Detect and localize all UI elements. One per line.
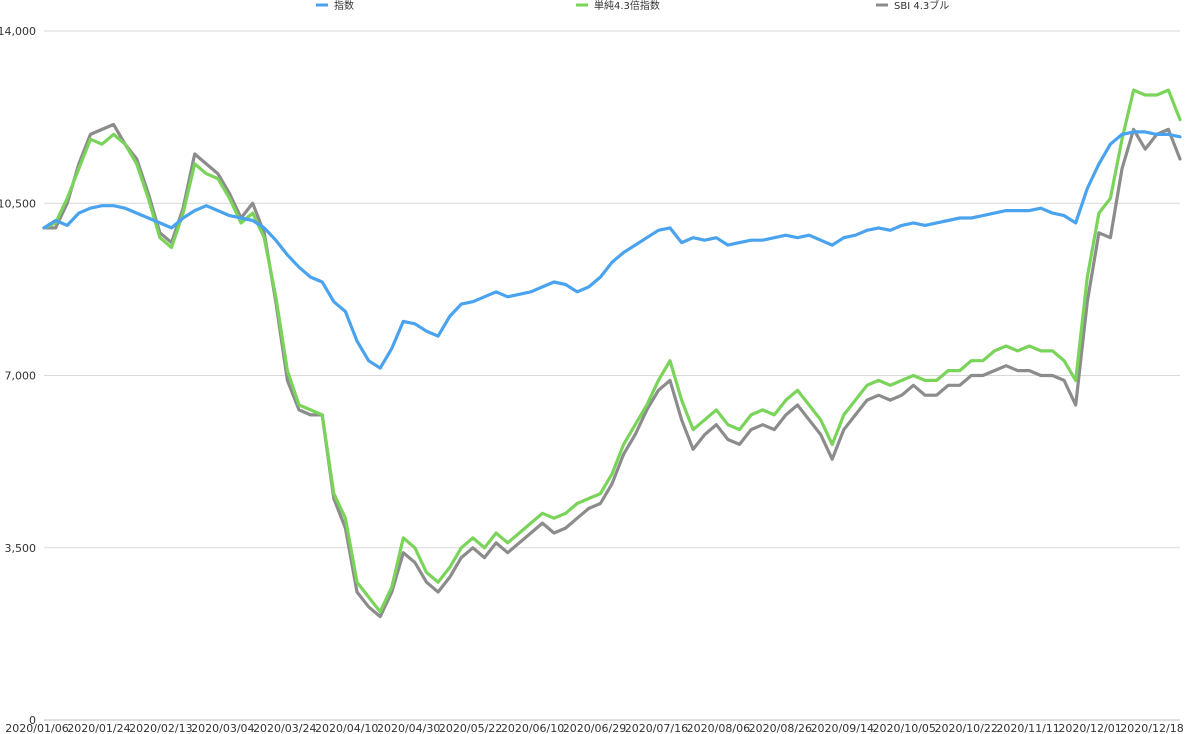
x-tick-label: 2020/07/16	[625, 722, 688, 734]
x-tick-label: 2020/10/22	[934, 722, 997, 734]
series-line-index	[42, 130, 1182, 370]
x-tick-label: 2020/03/24	[253, 722, 316, 734]
x-tick-label: 2020/02/13	[129, 722, 192, 734]
legend-item-index: 指数	[316, 0, 354, 12]
series-line-sbi-bull	[42, 122, 1182, 619]
gridlines	[44, 30, 1180, 721]
x-tick-label: 2020/01/24	[67, 722, 130, 734]
x-tick-label: 2020/08/26	[749, 722, 812, 734]
series-line-leveraged-index	[42, 88, 1182, 614]
x-tick-label: 2020/08/06	[687, 722, 750, 734]
x-tick-label: 2020/10/05	[873, 722, 936, 734]
x-tick-label: 2020/04/10	[315, 722, 378, 734]
y-tick-label: 10,500	[0, 197, 36, 210]
y-tick-label: 3,500	[5, 542, 37, 555]
legend: 指数 単純4.3倍指数 SBI 4.3ブル	[316, 0, 949, 12]
x-tick-label: 2020/12/01	[1058, 722, 1121, 734]
x-tick-label: 2020/12/18	[1120, 722, 1183, 734]
legend-item-sbi-bull: SBI 4.3ブル	[876, 0, 949, 12]
legend-label-index: 指数	[334, 0, 354, 12]
x-tick-label: 2020/03/04	[191, 722, 254, 734]
x-axis-tick-labels: 2020/01/062020/01/242020/02/132020/03/04…	[5, 722, 1183, 734]
legend-label-sbi-bull: SBI 4.3ブル	[894, 0, 949, 12]
x-tick-label: 2020/04/30	[377, 722, 440, 734]
y-tick-label: 14,000	[0, 25, 36, 38]
x-tick-label: 2020/01/06	[5, 722, 68, 734]
legend-label-leveraged-index: 単純4.3倍指数	[594, 0, 660, 12]
series-lines	[42, 88, 1182, 619]
x-tick-label: 2020/05/22	[439, 722, 502, 734]
x-tick-label: 2020/06/29	[563, 722, 626, 734]
x-tick-label: 2020/09/14	[811, 722, 874, 734]
legend-item-leveraged-index: 単純4.3倍指数	[576, 0, 660, 12]
x-tick-label: 2020/06/10	[501, 722, 564, 734]
y-tick-label: 7,000	[5, 370, 37, 383]
y-tick-label: 0	[29, 714, 36, 727]
y-axis-tick-labels: 0 3,500 7,000 10,500 14,000	[0, 25, 36, 727]
x-tick-label: 2020/11/11	[996, 722, 1059, 734]
